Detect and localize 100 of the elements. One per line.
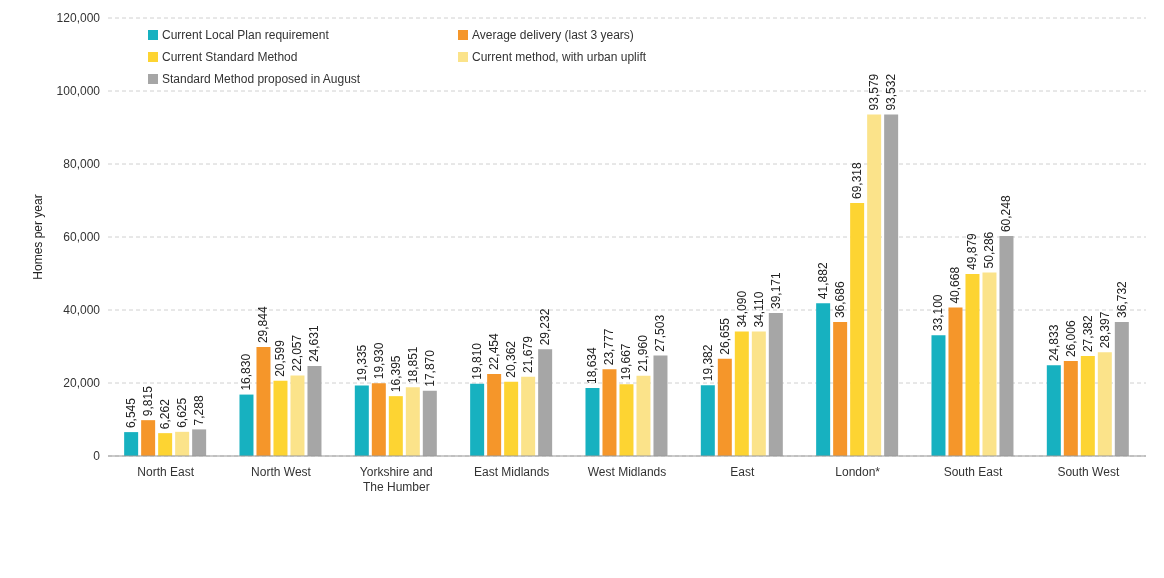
legend-label: Current Local Plan requirement [162, 28, 329, 42]
bar [717, 358, 732, 456]
y-tick-label: 0 [93, 449, 101, 464]
data-label: 20,599 [273, 339, 288, 377]
bar [521, 376, 536, 456]
legend-label: Current method, with urban uplift [472, 50, 647, 64]
bar [948, 307, 963, 456]
legend-label: Average delivery (last 3 years) [472, 28, 634, 42]
data-label: 19,335 [354, 344, 369, 382]
bar [504, 381, 519, 456]
data-label: 39,171 [768, 272, 783, 310]
data-label: 34,110 [751, 291, 766, 328]
data-label: 93,532 [884, 73, 899, 111]
bar [734, 331, 749, 456]
bar [636, 375, 651, 456]
y-axis-title: Homes per year [31, 194, 46, 280]
bar [487, 374, 502, 456]
data-label: 33,100 [931, 294, 946, 332]
bar [422, 390, 437, 456]
bar [999, 236, 1014, 456]
bar [470, 383, 485, 456]
x-tick-label: East Midlands [473, 465, 550, 479]
data-label: 22,057 [290, 334, 305, 372]
data-label: 27,382 [1080, 315, 1095, 353]
bar [192, 429, 207, 456]
data-label: 40,668 [948, 266, 963, 304]
bar [273, 380, 288, 456]
bar [619, 384, 634, 456]
data-label: 26,006 [1063, 320, 1078, 358]
data-label: 36,732 [1114, 280, 1129, 318]
x-tick-label: West Midlands [587, 465, 667, 479]
bar [405, 387, 420, 456]
data-label: 16,830 [239, 353, 254, 391]
data-label: 34,090 [734, 290, 749, 328]
data-label: 19,930 [371, 342, 386, 380]
bar [1114, 321, 1129, 456]
data-label: 50,286 [982, 231, 997, 269]
y-tick-label: 60,000 [63, 230, 101, 245]
y-tick-label: 80,000 [63, 157, 101, 172]
bar [256, 347, 271, 456]
bar [884, 114, 899, 456]
legend-label: Current Standard Method [162, 50, 298, 64]
x-tick-label: South West [1057, 465, 1120, 479]
data-label: 23,777 [602, 328, 617, 366]
x-tick-label: London* [835, 465, 881, 479]
data-label: 24,833 [1046, 324, 1061, 362]
bar [867, 114, 882, 456]
bar [354, 385, 369, 456]
data-label: 28,397 [1097, 311, 1112, 349]
data-label: 6,625 [175, 397, 190, 428]
bar [833, 322, 848, 456]
y-tick-label: 100,000 [56, 84, 101, 99]
x-tick-label: North West [251, 465, 312, 479]
x-tick-label: South East [943, 465, 1004, 479]
data-label: 41,882 [816, 262, 831, 300]
bar [538, 349, 553, 456]
data-label: 16,395 [388, 355, 403, 393]
bar [751, 331, 766, 456]
bar [388, 396, 403, 456]
bar [290, 375, 305, 456]
data-label: 17,870 [422, 349, 437, 387]
data-label: 22,454 [487, 333, 502, 371]
data-label: 26,655 [717, 317, 732, 355]
y-tick-label: 40,000 [63, 303, 101, 318]
data-label: 69,318 [850, 161, 865, 199]
bar [816, 303, 831, 456]
bar [124, 432, 139, 456]
bar [141, 420, 156, 456]
data-label: 6,545 [124, 397, 139, 429]
bar [931, 335, 946, 456]
data-label: 93,579 [867, 73, 882, 111]
bar [175, 431, 190, 456]
data-label: 29,232 [538, 308, 553, 346]
bar [1080, 356, 1095, 456]
bar [158, 433, 173, 456]
bar [850, 202, 865, 456]
data-label: 36,686 [833, 281, 848, 319]
x-tick-label: Yorkshire and The Humber [359, 465, 433, 494]
bar [371, 383, 386, 456]
data-label: 24,631 [307, 325, 322, 363]
data-label: 21,960 [636, 334, 651, 372]
data-label: 7,288 [192, 395, 207, 426]
bar [585, 387, 600, 456]
bar [965, 273, 980, 456]
data-label: 19,667 [619, 343, 634, 381]
data-label: 21,679 [521, 335, 536, 373]
legend-label: Standard Method proposed in August [162, 72, 361, 86]
bar [768, 313, 783, 456]
bar [1097, 352, 1112, 456]
bar [602, 369, 617, 456]
data-label: 19,810 [470, 342, 485, 380]
data-label: 18,851 [405, 346, 420, 384]
x-tick-label: North East [137, 465, 195, 479]
data-label: 29,844 [256, 306, 271, 344]
data-label: 60,248 [999, 195, 1014, 233]
data-label: 18,634 [585, 346, 600, 384]
bar [1046, 365, 1061, 456]
bar [982, 272, 997, 456]
bar [653, 355, 668, 456]
x-tick-label: East [730, 465, 755, 479]
